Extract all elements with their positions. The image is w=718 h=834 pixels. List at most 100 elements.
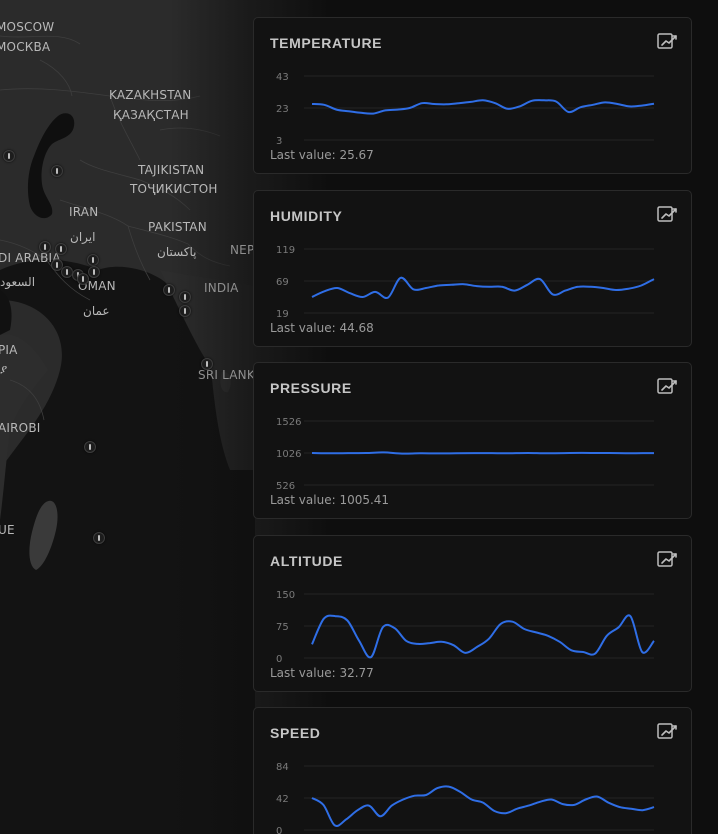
- map-label-tajikistan-local: ТОҶИКИСТОН: [130, 182, 218, 196]
- y-tick-label: 69: [276, 277, 289, 288]
- data-point: [652, 805, 656, 809]
- y-tick-label: 3: [276, 136, 282, 147]
- map-marker[interactable]: [87, 254, 99, 266]
- map-label-iran: IRAN: [69, 205, 99, 219]
- map-label-saudi-arabia-local: السعود: [0, 275, 36, 289]
- data-point: [420, 101, 424, 105]
- data-point: [546, 634, 550, 638]
- map-label-ethiopia: PIA: [0, 343, 18, 357]
- data-point: [463, 651, 467, 655]
- map-marker[interactable]: [179, 305, 191, 317]
- data-point: [418, 451, 422, 455]
- data-point: [440, 640, 444, 644]
- chart-line-icon[interactable]: [656, 205, 678, 225]
- data-point: [530, 99, 534, 103]
- sensor-card-temperature: TEMPERATURE 43 23 3 Last value: 25.67: [253, 17, 692, 174]
- data-point: [526, 451, 530, 455]
- y-tick-label: 0: [276, 654, 282, 665]
- sensor-card-altitude: ALTITUDE 150 75 0 Last value: 32.77: [253, 535, 692, 692]
- data-point: [462, 282, 466, 286]
- map-label-mozambique: UE: [0, 523, 15, 537]
- data-point: [518, 104, 522, 108]
- data-point: [652, 639, 656, 643]
- data-point: [457, 101, 461, 105]
- data-point: [475, 645, 479, 649]
- data-point: [614, 288, 618, 292]
- data-point: [641, 808, 645, 812]
- data-point: [367, 804, 371, 808]
- map-marker[interactable]: [77, 273, 89, 285]
- map-marker[interactable]: [88, 266, 100, 278]
- chart-line-icon[interactable]: [656, 32, 678, 52]
- data-point: [334, 614, 338, 618]
- map-marker[interactable]: [179, 291, 191, 303]
- data-point: [345, 619, 349, 623]
- data-point: [617, 625, 621, 629]
- map-label-saudi-arabia: DI ARABIA: [0, 251, 61, 265]
- card-title: ALTITUDE: [270, 553, 343, 569]
- map-marker[interactable]: [3, 150, 15, 162]
- data-point: [404, 639, 408, 643]
- data-point: [601, 286, 605, 290]
- data-point: [432, 102, 436, 106]
- line-chart: 84 42 0: [276, 762, 656, 834]
- map-label-iran-local: ایران: [70, 230, 96, 244]
- data-point: [629, 807, 633, 811]
- card-title: PRESSURE: [270, 380, 352, 396]
- data-point: [606, 801, 610, 805]
- data-point: [383, 108, 387, 112]
- map-marker[interactable]: [93, 532, 105, 544]
- data-point: [616, 451, 620, 455]
- map-marker[interactable]: [84, 441, 96, 453]
- sensor-card-humidity: HUMIDITY 119 69 19 Last value: 44.68: [253, 190, 692, 347]
- data-point: [487, 637, 491, 641]
- data-point: [469, 100, 473, 104]
- data-point: [634, 451, 638, 455]
- y-tick-label: 43: [276, 72, 289, 83]
- data-point: [492, 809, 496, 813]
- data-point: [513, 289, 517, 293]
- y-tick-label: 0: [276, 826, 282, 834]
- map-label-kazakhstan: KAZAKHSTAN: [109, 88, 192, 102]
- data-point: [411, 287, 415, 291]
- data-point: [487, 285, 491, 289]
- map-label-pakistan-local: پاکستان: [157, 245, 197, 259]
- data-point: [554, 100, 558, 104]
- data-point: [569, 648, 573, 652]
- data-point: [310, 295, 314, 299]
- data-point: [538, 277, 542, 281]
- data-point: [640, 650, 644, 654]
- data-point: [416, 642, 420, 646]
- map-label-nairobi: AIROBI: [0, 421, 41, 435]
- data-point: [598, 451, 602, 455]
- y-tick-label: 42: [276, 794, 289, 805]
- data-point: [400, 452, 404, 456]
- y-tick-label: 526: [276, 481, 295, 492]
- data-point: [447, 785, 451, 789]
- map-marker[interactable]: [61, 266, 73, 278]
- chart-line-icon[interactable]: [656, 377, 678, 397]
- data-point: [424, 793, 428, 797]
- data-point: [493, 101, 497, 105]
- chart-line-icon[interactable]: [656, 722, 678, 742]
- data-point: [396, 108, 400, 112]
- data-point: [428, 641, 432, 645]
- chart-line-icon[interactable]: [656, 550, 678, 570]
- data-point: [551, 292, 555, 296]
- map-marker[interactable]: [51, 165, 63, 177]
- data-point: [542, 98, 546, 102]
- data-point: [652, 277, 656, 281]
- data-point: [511, 620, 515, 624]
- data-point: [381, 625, 385, 629]
- data-point: [472, 451, 476, 455]
- data-point: [310, 642, 314, 646]
- map-marker[interactable]: [39, 241, 51, 253]
- data-point: [580, 451, 584, 455]
- map-marker[interactable]: [163, 284, 175, 296]
- y-tick-label: 119: [276, 245, 295, 256]
- data-point: [328, 451, 332, 455]
- data-point: [549, 798, 553, 802]
- map-marker[interactable]: [201, 358, 213, 370]
- map-marker[interactable]: [55, 243, 67, 255]
- map-marker[interactable]: [51, 259, 63, 271]
